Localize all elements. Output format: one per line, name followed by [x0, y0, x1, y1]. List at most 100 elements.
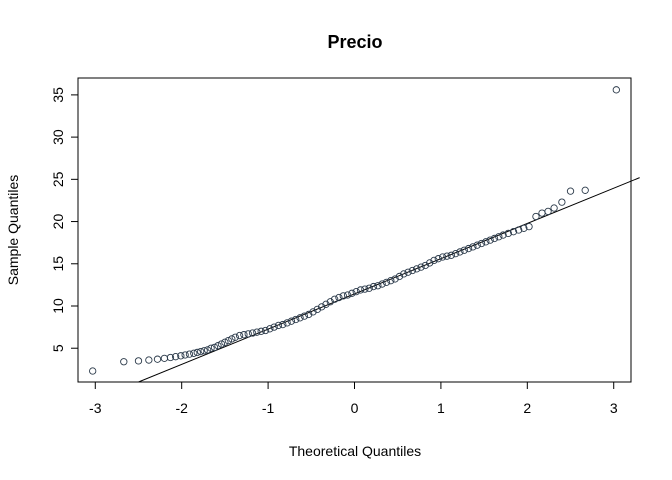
data-point	[160, 354, 169, 363]
data-point	[318, 303, 326, 311]
x-tick-label: 2	[523, 400, 531, 416]
data-point	[404, 268, 412, 276]
data-point	[486, 236, 494, 244]
data-point	[438, 253, 447, 261]
data-point	[224, 336, 232, 345]
data-point	[339, 292, 347, 300]
data-point	[352, 287, 360, 296]
data-point	[326, 298, 334, 306]
data-point	[495, 233, 503, 241]
data-point	[417, 263, 425, 271]
data-point	[430, 256, 438, 265]
data-point	[348, 289, 356, 297]
data-point	[456, 248, 464, 256]
data-point	[509, 228, 518, 236]
data-point	[538, 209, 546, 217]
y-tick-label: 5	[50, 344, 66, 352]
data-point	[330, 295, 339, 303]
data-point	[274, 321, 283, 330]
x-tick-label: -2	[175, 400, 188, 416]
data-point	[214, 342, 222, 350]
data-point	[391, 275, 399, 283]
y-tick-label: 35	[50, 87, 66, 103]
data-point	[190, 349, 198, 357]
data-point	[185, 350, 194, 358]
data-point	[374, 282, 382, 290]
data-point	[434, 255, 442, 263]
data-point	[443, 252, 451, 260]
data-point	[248, 329, 257, 337]
data-point	[322, 300, 330, 308]
data-point	[369, 282, 378, 291]
data-point	[145, 356, 153, 364]
data-point	[231, 333, 239, 341]
data-point	[217, 340, 226, 348]
data-point	[313, 305, 321, 314]
data-point	[482, 238, 490, 246]
data-point	[177, 352, 185, 360]
data-point	[400, 270, 408, 278]
data-point	[469, 243, 477, 251]
x-axis: -3 -2 -1 0 1 2 3	[89, 381, 618, 416]
data-point	[292, 315, 300, 324]
data-point	[515, 226, 523, 234]
y-axis-label: Sample Quantiles	[5, 175, 21, 286]
data-point	[544, 207, 552, 216]
data-point	[193, 348, 201, 357]
data-point	[197, 347, 205, 356]
y-tick-label: 20	[50, 214, 66, 230]
data-point	[378, 280, 386, 288]
data-point	[261, 326, 270, 335]
data-point	[426, 259, 434, 267]
data-point	[356, 286, 365, 294]
y-tick-label: 10	[50, 298, 66, 314]
y-tick-label: 25	[50, 171, 66, 187]
x-tick-label: -3	[89, 400, 102, 416]
data-point	[203, 346, 212, 354]
x-tick-label: 1	[437, 400, 445, 416]
data-point	[300, 312, 309, 320]
data-point	[221, 338, 229, 346]
data-point	[309, 308, 317, 316]
data-point	[413, 265, 421, 273]
data-point	[395, 272, 404, 281]
y-axis: 5 10 15 20 25 30 35	[50, 87, 79, 352]
data-point	[387, 277, 395, 285]
data-point	[447, 251, 455, 259]
data-point	[581, 186, 589, 194]
x-tick-label: 3	[610, 400, 618, 416]
data-point	[120, 358, 128, 366]
data-point	[335, 293, 343, 302]
data-point	[520, 224, 528, 232]
data-point	[279, 320, 287, 329]
data-point	[181, 351, 189, 359]
data-point	[200, 347, 208, 355]
y-tick-label: 15	[50, 256, 66, 272]
data-point	[477, 239, 486, 248]
plot-frame	[77, 77, 632, 383]
x-tick-label: -1	[262, 400, 275, 416]
data-point	[460, 246, 468, 254]
data-point	[558, 198, 566, 206]
data-point	[525, 222, 533, 231]
data-point	[240, 331, 248, 339]
data-point	[228, 335, 236, 343]
data-point	[421, 261, 430, 270]
x-tick-label: 0	[351, 400, 359, 416]
data-point	[257, 327, 265, 335]
data-point	[305, 310, 313, 319]
data-point	[270, 323, 278, 331]
data-point	[210, 343, 219, 352]
data-point	[361, 285, 369, 293]
data-point	[153, 355, 162, 363]
data-point	[89, 367, 97, 375]
data-point	[296, 314, 304, 322]
data-point	[253, 328, 261, 336]
data-point	[499, 231, 507, 239]
data-point	[365, 284, 373, 292]
data-point	[343, 291, 352, 299]
data-point	[382, 278, 391, 287]
data-point	[473, 241, 481, 249]
data-point	[550, 204, 558, 212]
